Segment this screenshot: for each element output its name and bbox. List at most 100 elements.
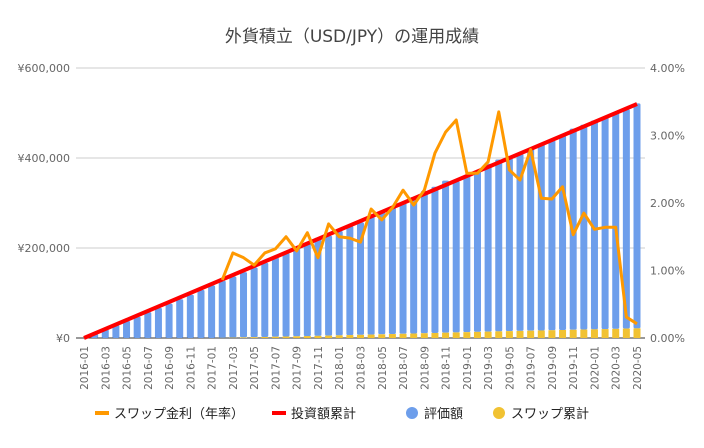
valuation-bar — [325, 235, 333, 336]
valuation-bar — [250, 267, 258, 338]
x-tick-label: 2017-09 — [292, 346, 304, 390]
legend-dot-marker — [493, 407, 505, 419]
left-tick-label: ¥200,000 — [18, 242, 71, 255]
valuation-bar — [559, 135, 567, 330]
x-tick-label: 2017-11 — [313, 346, 325, 390]
valuation-bar — [346, 226, 354, 336]
valuation-bar — [282, 252, 290, 337]
valuation-bar — [388, 207, 396, 335]
valuation-bar — [229, 276, 237, 338]
valuation-bar — [612, 112, 620, 329]
swap-cumulative-bar — [516, 330, 524, 338]
swap-cumulative-bar — [473, 331, 481, 338]
right-tick-label: 1.00% — [650, 265, 685, 278]
swap-cumulative-bar — [261, 336, 269, 338]
x-tick-label: 2019-07 — [526, 346, 538, 390]
swap-cumulative-bar — [325, 335, 333, 338]
x-tick-label: 2017-01 — [207, 346, 219, 390]
valuation-bar — [516, 154, 524, 331]
swap-cumulative-bar — [622, 328, 630, 338]
x-tick-label: 2016-05 — [122, 346, 134, 390]
valuation-bar — [144, 312, 152, 338]
valuation-bar — [537, 144, 545, 331]
swap-cumulative-bar — [399, 333, 407, 338]
swap-rate-line — [220, 110, 638, 326]
valuation-bar — [208, 285, 216, 338]
x-tick-label: 2018-07 — [398, 346, 410, 390]
swap-cumulative-bar — [527, 330, 535, 338]
x-tick-label: 2018-11 — [441, 346, 453, 390]
swap-cumulative-bar — [580, 329, 588, 338]
legend-label: 投資額累計 — [291, 406, 356, 422]
x-tick-label: 2016-03 — [100, 346, 112, 390]
x-tick-label: 2016-11 — [185, 346, 197, 390]
x-tick-label: 2017-05 — [249, 346, 261, 390]
x-tick-label: 2018-03 — [356, 346, 368, 390]
x-tick-label: 2019-09 — [547, 346, 559, 390]
swap-cumulative-bar — [388, 334, 396, 338]
swap-cumulative-bar — [559, 329, 567, 338]
valuation-bar — [357, 222, 364, 335]
swap-cumulative-bar — [271, 336, 279, 338]
investment-line — [83, 102, 638, 340]
valuation-bar — [495, 159, 503, 332]
valuation-bar — [271, 257, 279, 337]
valuation-bar — [633, 103, 641, 329]
swap-cumulative-bar — [484, 331, 492, 338]
swap-cumulative-bar — [420, 333, 428, 338]
swap-cumulative-bar — [335, 335, 343, 338]
legend-label: スワップ累計 — [511, 406, 589, 422]
x-tick-label: 2020-03 — [611, 346, 623, 390]
x-tick-label: 2018-09 — [419, 346, 431, 390]
left-tick-label: ¥600,000 — [18, 62, 71, 75]
x-tick-label: 2016-09 — [164, 346, 176, 390]
valuation-bar — [622, 109, 630, 329]
left-tick-label: ¥400,000 — [18, 152, 71, 165]
swap-cumulative-bar — [633, 328, 641, 338]
swap-cumulative-bar — [240, 337, 248, 338]
valuation-bar — [314, 237, 322, 336]
right-tick-label: 3.00% — [650, 130, 685, 143]
x-tick-label: 2018-05 — [377, 346, 389, 390]
swap-cumulative-bar — [314, 335, 322, 338]
swap-cumulative-bar — [495, 331, 503, 338]
valuation-bar — [218, 280, 226, 338]
x-tick-label: 2016-07 — [143, 346, 155, 390]
valuation-bar — [399, 203, 407, 334]
swap-cumulative-bar — [346, 335, 354, 338]
x-tick-label: 2019-11 — [568, 346, 580, 390]
valuation-bar — [197, 289, 205, 338]
swap-cumulative-bar — [378, 334, 386, 338]
x-tick-label: 2017-07 — [270, 346, 282, 390]
x-tick-label: 2016-01 — [79, 346, 91, 390]
swap-cumulative-bar — [357, 334, 364, 338]
swap-cumulative-bar — [569, 329, 577, 338]
valuation-bar — [335, 230, 343, 336]
valuation-bar — [590, 120, 598, 330]
valuation-bar — [293, 248, 301, 337]
swap-cumulative-bar — [293, 336, 301, 338]
valuation-bar — [580, 124, 588, 330]
valuation-bar — [505, 158, 513, 332]
valuation-bar — [473, 170, 481, 332]
x-tick-label: 2019-03 — [483, 346, 495, 390]
swap-cumulative-bar — [590, 329, 598, 338]
valuation-bar — [463, 175, 471, 333]
valuation-bar — [367, 216, 375, 335]
x-tick-label: 2019-05 — [504, 346, 516, 390]
legend-label: 評価額 — [424, 407, 463, 422]
swap-cumulative-bar — [548, 330, 556, 338]
swap-cumulative-bar — [537, 330, 545, 338]
valuation-bar — [133, 316, 141, 338]
swap-cumulative-bar — [282, 336, 290, 338]
valuation-bar — [240, 272, 248, 338]
legend-label: スワップ金利（年率） — [114, 406, 244, 422]
valuation-bar — [548, 140, 556, 331]
swap-cumulative-bar — [601, 329, 609, 338]
chart-title: 外貨積立（USD/JPY）の運用成績 — [225, 27, 479, 47]
legend-dot-marker — [406, 407, 418, 419]
left-tick-label: ¥0 — [56, 332, 70, 345]
valuation-bar — [420, 191, 428, 334]
valuation-bar — [303, 242, 311, 337]
